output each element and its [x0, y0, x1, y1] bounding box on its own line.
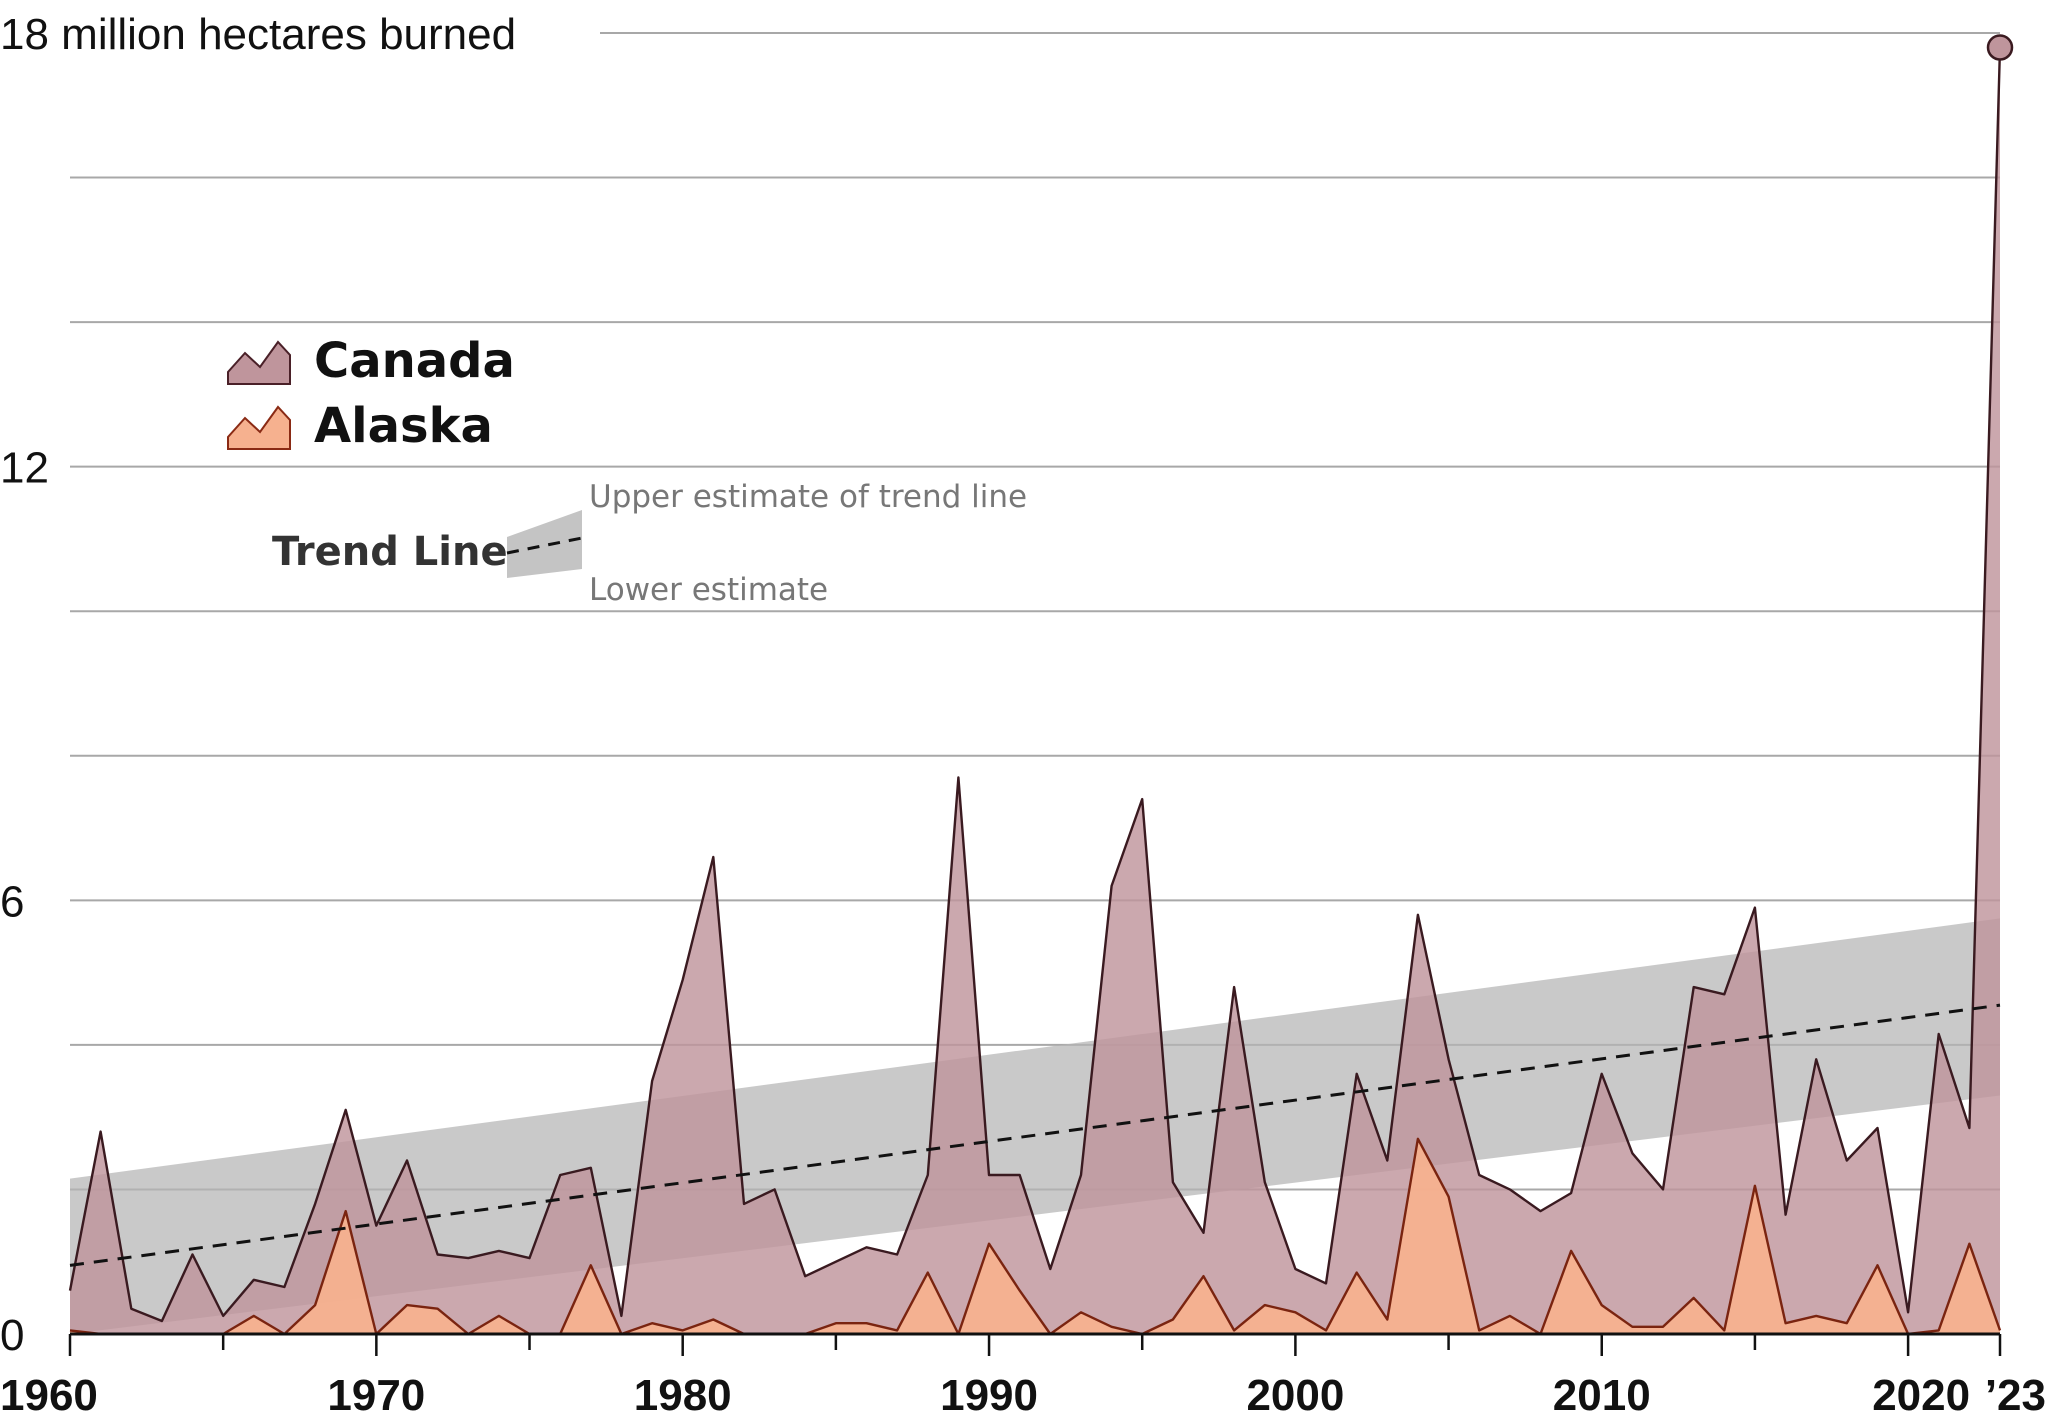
- gridlines: [70, 32, 2000, 1191]
- y-tick-label-0: 0: [0, 1311, 24, 1360]
- alaska-line: [69, 1137, 2002, 1336]
- canada-area: [70, 47, 2000, 1334]
- tick-labels: 1960 1970 1980 1990 2000 2010 2020 ’23 18 millio…: [0, 10, 2046, 1420]
- trend-line: [69, 1003, 2001, 1267]
- legend-trend-label: Trend Line: [272, 529, 508, 575]
- legend-canada-swatch: [227, 340, 291, 385]
- y-tick-label-18: 18 million hectares burned: [0, 10, 516, 59]
- x-tick-label-2020: 2020: [1872, 1371, 1970, 1420]
- legend-lower-estimate-label: Lower estimate: [589, 572, 828, 608]
- legend-canada-label: Canada: [314, 333, 515, 389]
- y-tick-label-6: 6: [0, 877, 24, 926]
- legend-trend-band-swatch: [507, 510, 582, 578]
- x-tick-label-2010: 2010: [1553, 1371, 1651, 1420]
- legend-upper-estimate-label: Upper estimate of trend line: [589, 479, 1027, 515]
- x-tick-label-2000: 2000: [1246, 1371, 1344, 1420]
- y-tick-label-12: 12: [0, 444, 49, 493]
- series-areas: [68, 47, 2002, 1336]
- trend-dashed-line: [69, 1003, 2001, 1267]
- x-tick-label-1970: 1970: [327, 1371, 425, 1420]
- x-tick-label-1980: 1980: [634, 1371, 732, 1420]
- peak-marker-2023: [1986, 34, 2014, 61]
- x-tick-label-1960: 1960: [0, 1371, 98, 1420]
- x-axis: [68, 1332, 2002, 1356]
- legend-alaska-swatch: [227, 405, 291, 450]
- x-tick-label-2023: ’23: [1985, 1371, 2046, 1420]
- legend-alaska-label: Alaska: [314, 398, 493, 454]
- legend-trend-dash-swatch: [506, 536, 583, 555]
- canada-line: [68, 47, 2002, 1323]
- annotations: [1986, 34, 2014, 61]
- x-tick-label-1990: 1990: [940, 1371, 1038, 1420]
- legend: Canada Alaska Trend Line Upper estimate …: [227, 333, 1027, 608]
